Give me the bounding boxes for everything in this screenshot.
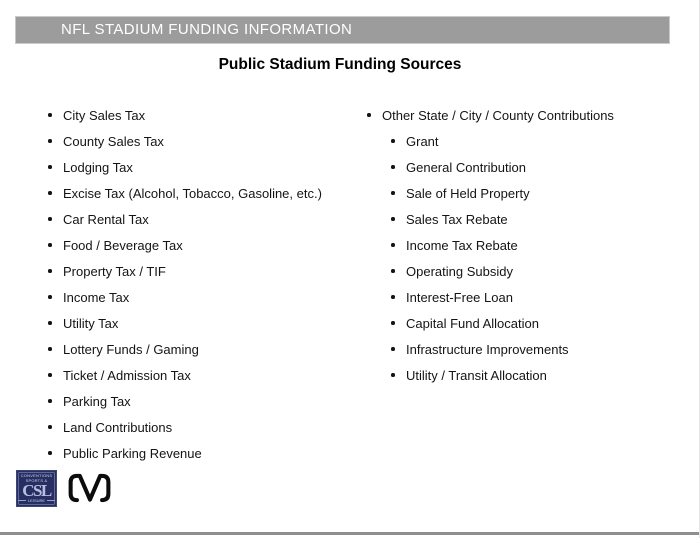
bullet-icon — [48, 295, 52, 299]
list-item-label: Utility Tax — [63, 315, 119, 331]
list-item: Excise Tax (Alcohol, Tobacco, Gasoline, … — [48, 180, 322, 206]
bullet-icon — [48, 347, 52, 351]
bullet-icon — [48, 139, 52, 143]
page-header-title: NFL STADIUM FUNDING INFORMATION — [61, 21, 353, 38]
page-bottom-rule — [0, 532, 700, 535]
list-item: Sale of Held Property — [391, 180, 614, 206]
bullet-icon — [48, 269, 52, 273]
list-item: Food / Beverage Tax — [48, 232, 322, 258]
list-item: Income Tax Rebate — [391, 232, 614, 258]
list-item: Income Tax — [48, 284, 322, 310]
csl-logo-text-line3: LEISURE — [17, 498, 56, 503]
list-item-label: Land Contributions — [63, 419, 173, 435]
list-item: Capital Fund Allocation — [391, 310, 614, 336]
bullet-icon — [391, 165, 395, 169]
bullet-icon — [48, 425, 52, 429]
list-item: Car Rental Tax — [48, 206, 322, 232]
list-item: Utility Tax — [48, 310, 322, 336]
list-item: Property Tax / TIF — [48, 258, 322, 284]
list-item: Ticket / Admission Tax — [48, 362, 322, 388]
list-item-label: Property Tax / TIF — [63, 263, 166, 279]
list-item: Land Contributions — [48, 414, 322, 440]
bullet-icon — [391, 347, 395, 351]
mv-monogram-icon — [68, 473, 111, 503]
list-item-label: Car Rental Tax — [63, 211, 149, 227]
csl-logo-monogram: CSL — [22, 481, 52, 500]
bullet-icon — [48, 373, 52, 377]
list-item-label: Parking Tax — [63, 393, 131, 409]
list-item-label: General Contribution — [406, 159, 526, 175]
list-item-label: City Sales Tax — [63, 107, 146, 123]
list-item-parent: Other State / City / County Contribution… — [367, 102, 614, 128]
list-item: Operating Subsidy — [391, 258, 614, 284]
list-item: Public Parking Revenue — [48, 440, 322, 466]
list-item-label: Ticket / Admission Tax — [63, 367, 191, 383]
list-item-label: Sale of Held Property — [406, 185, 530, 201]
bullet-icon — [48, 243, 52, 247]
list-item: General Contribution — [391, 154, 614, 180]
list-item: City Sales Tax — [48, 102, 322, 128]
funding-sources-right-column: Other State / City / County Contribution… — [367, 102, 614, 388]
list-item: Lottery Funds / Gaming — [48, 336, 322, 362]
list-item: Parking Tax — [48, 388, 322, 414]
page-header-bar: NFL STADIUM FUNDING INFORMATION — [15, 16, 670, 44]
bullet-icon — [391, 139, 395, 143]
bullet-icon — [48, 321, 52, 325]
bullet-icon — [48, 165, 52, 169]
list-item-label: Grant — [406, 133, 439, 149]
bullet-icon — [391, 217, 395, 221]
bullet-icon — [391, 373, 395, 377]
footer-logos: CONVENTIONS SPORTS & CSL LEISURE — [16, 470, 113, 507]
list-item-label: Public Parking Revenue — [63, 445, 202, 461]
list-item-label: Operating Subsidy — [406, 263, 513, 279]
bullet-icon — [391, 321, 395, 325]
contributions-sub-list: Grant General Contribution Sale of Held … — [391, 128, 614, 388]
list-item: Lodging Tax — [48, 154, 322, 180]
list-item-label: Income Tax Rebate — [406, 237, 518, 253]
list-item-label: Food / Beverage Tax — [63, 237, 183, 253]
list-item-label: Infrastructure Improvements — [406, 341, 569, 357]
bullet-icon — [391, 295, 395, 299]
bullet-icon — [48, 399, 52, 403]
csl-logo-text-line2: SPORTS & — [25, 477, 48, 483]
funding-sources-left-list: City Sales Tax County Sales Tax Lodging … — [48, 102, 322, 466]
bullet-icon — [48, 191, 52, 195]
list-item: Utility / Transit Allocation — [391, 362, 614, 388]
bullet-icon — [391, 191, 395, 195]
list-item: Infrastructure Improvements — [391, 336, 614, 362]
list-item-label: Capital Fund Allocation — [406, 315, 539, 331]
list-item: Interest-Free Loan — [391, 284, 614, 310]
bullet-icon — [367, 113, 371, 117]
bullet-icon — [48, 451, 52, 455]
list-item: Sales Tax Rebate — [391, 206, 614, 232]
bullet-icon — [391, 243, 395, 247]
list-item-label: Lodging Tax — [63, 159, 133, 175]
page-title: Public Stadium Funding Sources — [218, 56, 462, 73]
list-item-label: Excise Tax (Alcohol, Tobacco, Gasoline, … — [63, 185, 322, 201]
bullet-icon — [48, 217, 52, 221]
list-item-label: Interest-Free Loan — [406, 289, 513, 305]
bullet-icon — [48, 113, 52, 117]
csl-logo-text-line1: CONVENTIONS — [20, 473, 53, 478]
list-item-label: Income Tax — [63, 289, 130, 305]
list-item-label: Other State / City / County Contribution… — [382, 107, 614, 123]
list-item-label: County Sales Tax — [63, 133, 164, 149]
list-item-label: Lottery Funds / Gaming — [63, 341, 199, 357]
csl-logo: CONVENTIONS SPORTS & CSL LEISURE — [16, 470, 57, 507]
list-item-label: Utility / Transit Allocation — [406, 367, 547, 383]
list-item-label: Sales Tax Rebate — [406, 211, 508, 227]
bullet-icon — [391, 269, 395, 273]
list-item: County Sales Tax — [48, 128, 322, 154]
list-item: Grant — [391, 128, 614, 154]
